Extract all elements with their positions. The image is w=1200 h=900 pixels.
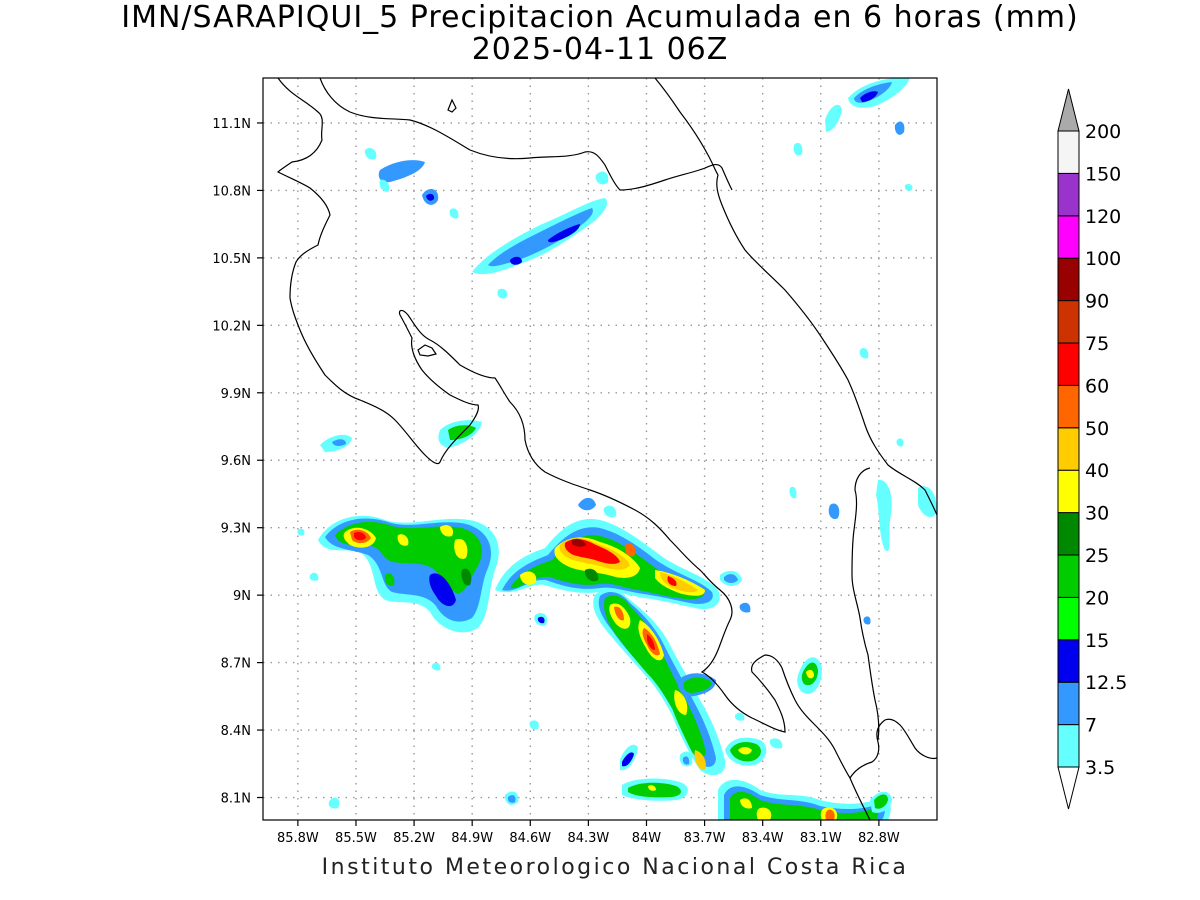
y-tick-label: 10.2N: [212, 319, 251, 334]
precipitation-field: [297, 78, 937, 820]
rain-cell-south-pacific: [593, 589, 726, 776]
colorbar-swatch: [1057, 681, 1080, 726]
colorbar-label: 75: [1085, 333, 1109, 355]
coastlines: [276, 78, 937, 820]
colorbar-label: 60: [1085, 375, 1109, 397]
grid-lines: [263, 78, 937, 820]
rain-cell-north: [297, 78, 937, 809]
x-tick-label: 85.5W: [335, 831, 377, 846]
x-tick-label: 84.3W: [567, 831, 609, 846]
y-tick-label: 9.9N: [221, 387, 251, 402]
map-title: IMN/SARAPIQUI_5 Precipitacion Acumulada …: [0, 2, 1200, 66]
colorbar-swatch: [1057, 172, 1080, 217]
colorbar-bottom-arrow: [1057, 766, 1080, 810]
colorbar-swatch: [1057, 724, 1080, 768]
colorbar-swatch: [1057, 512, 1080, 556]
y-tick-label: 9N: [233, 589, 251, 604]
y-tick-label: 10.5N: [212, 252, 251, 267]
x-tick-label: 84.6W: [509, 831, 551, 846]
colorbar-label: 150: [1085, 163, 1121, 185]
x-tick-label: 85.2W: [393, 831, 435, 846]
colorbar-label: 12.5: [1085, 672, 1127, 694]
colorbar-swatch: [1057, 300, 1080, 344]
colorbar-label: 120: [1085, 206, 1121, 228]
y-tick-label: 8.1N: [221, 792, 251, 807]
colorbar-label: 40: [1085, 460, 1109, 482]
y-tick-label: 8.4N: [221, 724, 251, 739]
colorbar-label: 15: [1085, 630, 1109, 652]
colorbar-label: 20: [1085, 587, 1109, 609]
colorbar-swatch: [1057, 215, 1080, 259]
colorbar-swatch: [1057, 639, 1080, 683]
y-tick-label: 10.8N: [212, 184, 251, 199]
colorbar-label: 25: [1085, 545, 1109, 567]
x-tick-label: 85.8W: [277, 831, 319, 846]
colorbar-label: 200: [1085, 121, 1121, 143]
colorbar-swatch: [1057, 384, 1080, 429]
plot-frame: [262, 77, 938, 821]
y-tick-label: 9.6N: [221, 454, 251, 469]
colorbar-swatch: [1057, 342, 1080, 386]
x-tick-label: 82.8W: [858, 831, 900, 846]
colorbar-swatch: [1057, 554, 1080, 598]
x-tick-label: 83.1W: [800, 831, 842, 846]
colorbar-label: 30: [1085, 503, 1109, 525]
colorbar-swatch: [1057, 427, 1080, 471]
colorbar-swatch: [1057, 130, 1080, 174]
x-axis: 85.8W 85.5W 85.2W 84.9W 84.6W 84.3W 84W 83.7W 83…: [277, 820, 900, 846]
x-tick-label: 84.9W: [451, 831, 493, 846]
colorbar-label: 90: [1085, 291, 1109, 313]
colorbar-swatch: [1057, 469, 1080, 514]
colorbar-label: 50: [1085, 418, 1109, 440]
x-tick-label: 83.7W: [684, 831, 726, 846]
colorbar-swatch: [1057, 257, 1080, 302]
colorbar-label: 100: [1085, 248, 1121, 270]
footer-credit: Instituto Meteorologico Nacional Costa R…: [321, 855, 909, 880]
title-line-1: IMN/SARAPIQUI_5 Precipitacion Acumulada …: [121, 0, 1079, 35]
rain-cell-osa: [622, 737, 892, 820]
y-axis: 8.1N 8.4N 8.7N 9N 9.3N 9.6N 9.9N 10.2N 10.5N 10.8…: [212, 117, 263, 807]
colorbar-label: 7: [1085, 715, 1097, 737]
rain-cell-nicoya: [318, 515, 499, 633]
colorbar: 3.5 7 12.5 15 20 25 30 40 50 60 75 90 100 120 150 200: [1057, 88, 1127, 810]
colorbar-top-arrow: [1057, 88, 1080, 132]
title-line-2: 2025-04-11 06Z: [471, 32, 729, 67]
x-tick-label: 84W: [632, 831, 662, 846]
y-tick-label: 9.3N: [221, 522, 251, 537]
y-tick-label: 8.7N: [221, 657, 251, 672]
y-tick-label: 11.1N: [212, 117, 251, 132]
colorbar-label: 3.5: [1085, 757, 1115, 779]
x-tick-label: 83.4W: [742, 831, 784, 846]
rain-cell-central: [495, 519, 720, 610]
colorbar-swatch: [1057, 596, 1080, 641]
